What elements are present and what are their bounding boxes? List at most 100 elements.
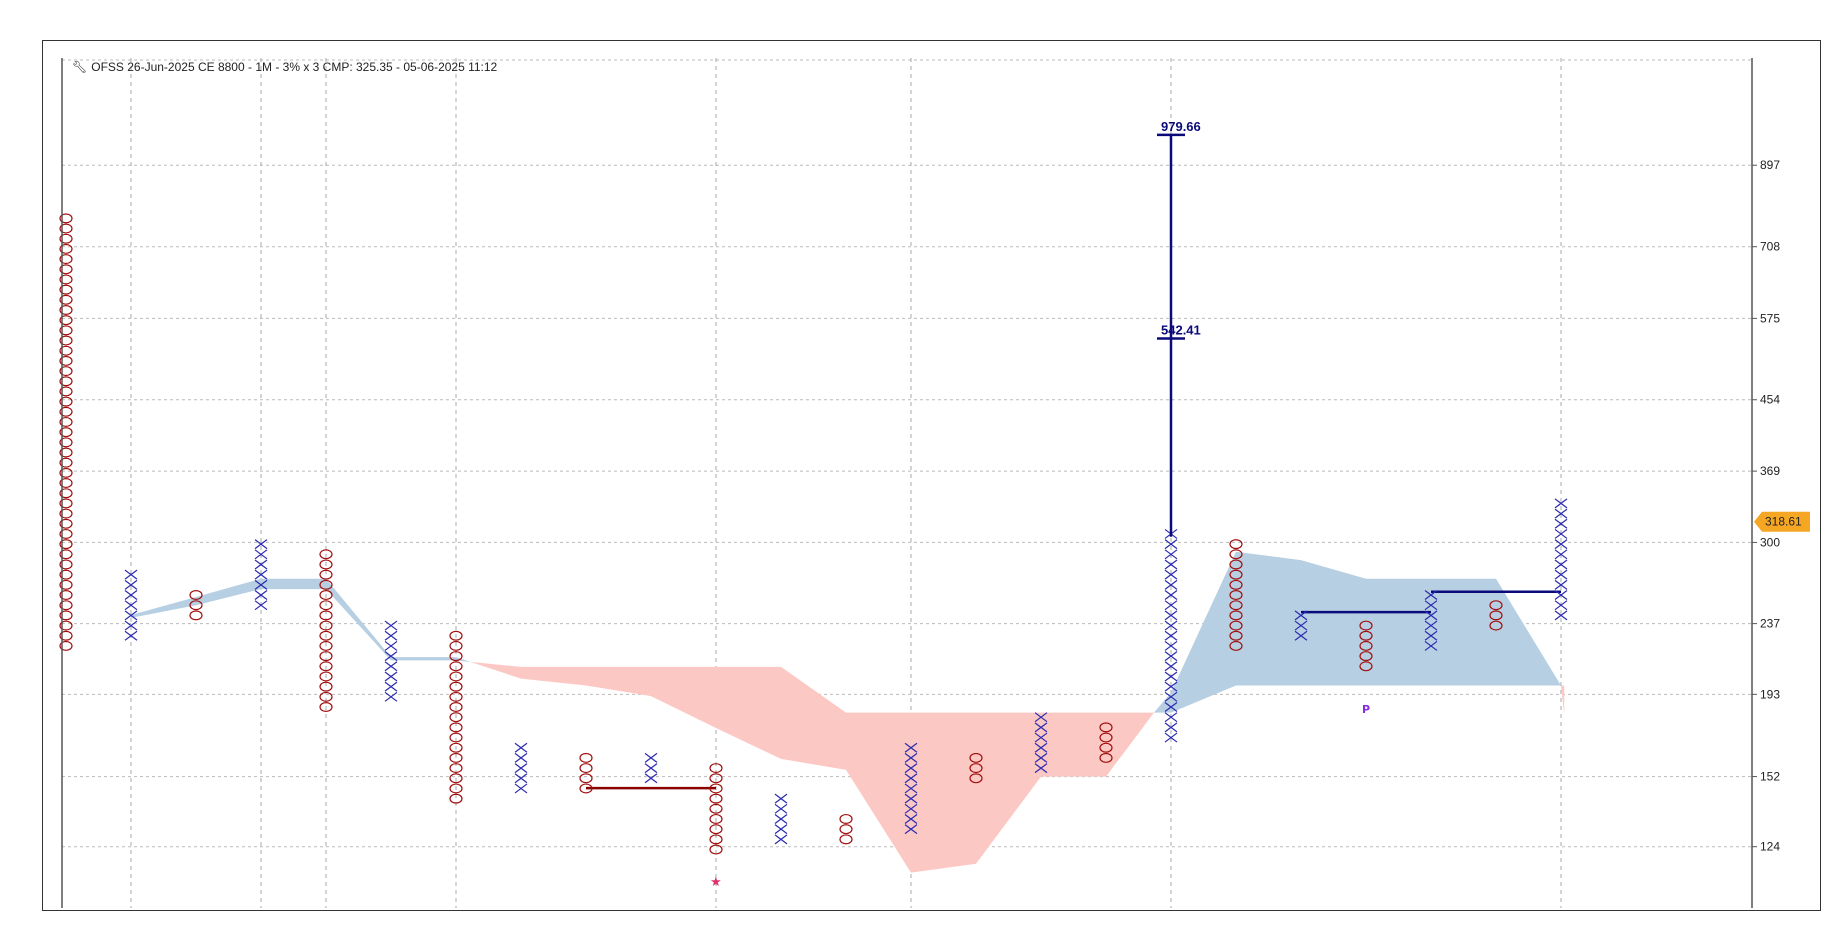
o-mark (1229, 590, 1243, 601)
cloud-bullish (1153, 692, 1171, 713)
x-mark-stroke (1554, 600, 1568, 611)
x-mark-stroke (1294, 620, 1308, 631)
x-mark (774, 814, 788, 824)
x-mark (1164, 732, 1178, 743)
o-mark (59, 284, 73, 295)
x-mark (1554, 610, 1568, 621)
o-mark (449, 752, 463, 763)
o-mark (1489, 620, 1503, 631)
x-mark-stroke (254, 559, 268, 570)
x-mark (384, 661, 398, 672)
x-mark-stroke (1554, 559, 1568, 570)
o-mark (449, 661, 463, 672)
x-mark (1164, 610, 1178, 621)
y-tick-label: 708 (1760, 240, 1780, 254)
cloud-layer (131, 551, 1565, 873)
x-mark (254, 569, 268, 580)
o-mark (449, 763, 463, 774)
x-mark (644, 752, 658, 763)
x-mark (514, 763, 528, 774)
x-mark (384, 681, 398, 692)
o-mark (59, 274, 73, 285)
cloud-bearish (1106, 712, 1154, 777)
o-mark (59, 416, 73, 427)
x-mark-stroke (1424, 640, 1438, 651)
o-mark (709, 813, 723, 824)
x-mark-stroke (1164, 661, 1178, 672)
o-mark (59, 315, 73, 326)
x-mark (1164, 702, 1178, 712)
x-mark (254, 590, 268, 601)
x-mark (1034, 732, 1048, 743)
x-mark (904, 763, 918, 774)
x-mark-stroke (1164, 600, 1178, 611)
cloud-bearish (976, 712, 1041, 864)
cloud-bullish (326, 578, 391, 661)
o-mark (1229, 620, 1243, 631)
y-tick-label: 454 (1760, 393, 1780, 407)
o-mark (319, 661, 333, 672)
x-mark (1294, 620, 1308, 631)
x-mark (1424, 590, 1438, 601)
wrench-icon[interactable]: 🔧︎ (72, 60, 88, 74)
x-mark-stroke (774, 824, 788, 835)
x-mark (1554, 498, 1568, 509)
annotations-layer: 979.66 542.41 P ★ (710, 119, 1370, 890)
x-mark (124, 600, 138, 611)
o-mark (839, 834, 853, 845)
o-mark (709, 773, 723, 784)
x-mark (1554, 590, 1568, 601)
x-mark-stroke (1164, 681, 1178, 692)
o-mark (319, 610, 333, 621)
o-mark (449, 691, 463, 702)
x-mark (384, 630, 398, 641)
o-mark (449, 702, 463, 713)
x-mark-stroke (1164, 732, 1178, 743)
x-mark-stroke (774, 793, 788, 804)
o-mark (319, 620, 333, 631)
x-mark (904, 752, 918, 763)
x-mark (1164, 579, 1178, 590)
x-mark (1164, 651, 1178, 662)
x-mark-stroke (1164, 691, 1178, 702)
x-mark-stroke (1424, 590, 1438, 601)
x-mark-stroke (514, 752, 528, 763)
x-mark-stroke (1164, 559, 1178, 570)
x-mark-stroke (254, 579, 268, 590)
x-mark-stroke (774, 803, 788, 814)
x-mark-stroke (1164, 702, 1178, 712)
o-mark (1229, 640, 1243, 651)
o-mark (59, 508, 73, 519)
x-mark (1034, 712, 1048, 723)
signal-p: P (1362, 703, 1370, 716)
o-mark (709, 844, 723, 855)
x-mark-stroke (904, 742, 918, 753)
cloud-bullish (391, 657, 456, 661)
x-mark-stroke (1164, 651, 1178, 662)
cloud-bearish (911, 712, 976, 873)
o-mark (579, 763, 593, 774)
x-mark-stroke (904, 783, 918, 794)
signal-star: ★ (710, 875, 722, 890)
o-mark (449, 732, 463, 743)
cloud-bullish (1301, 560, 1366, 686)
x-mark (514, 773, 528, 784)
cloud-bearish (716, 666, 781, 759)
x-mark (774, 803, 788, 814)
x-mark-stroke (1554, 539, 1568, 550)
x-mark-stroke (124, 569, 138, 580)
o-mark (449, 712, 463, 723)
x-mark (904, 773, 918, 784)
x-mark-stroke (904, 763, 918, 774)
x-mark (1164, 600, 1178, 611)
o-mark (59, 335, 73, 346)
o-mark (59, 457, 73, 468)
x-mark-stroke (1164, 640, 1178, 651)
o-mark (449, 671, 463, 682)
x-mark-stroke (1164, 722, 1178, 733)
x-mark-stroke (254, 569, 268, 580)
x-mark (1164, 691, 1178, 702)
x-mark-stroke (904, 752, 918, 763)
o-mark (59, 437, 73, 448)
